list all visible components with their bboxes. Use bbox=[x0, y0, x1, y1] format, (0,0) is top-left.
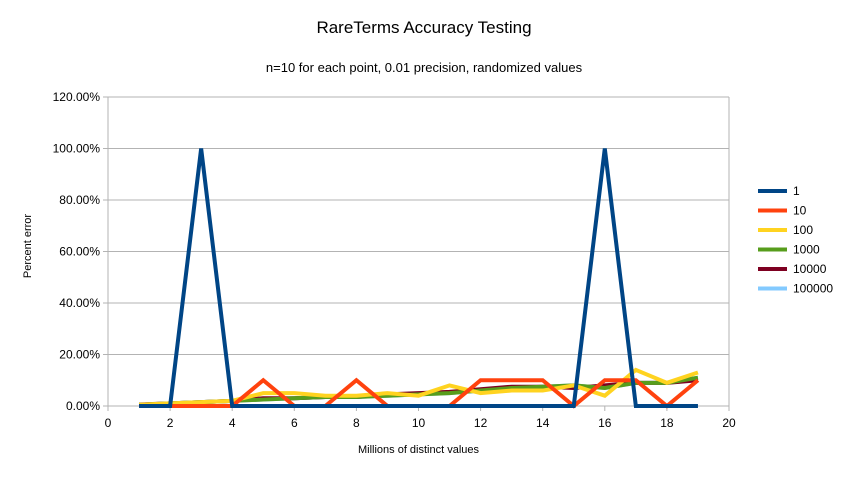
x-tick-label: 8 bbox=[353, 416, 360, 430]
y-tick-label: 0.00% bbox=[66, 399, 100, 413]
x-tick-label: 18 bbox=[660, 416, 674, 430]
x-tick-label: 0 bbox=[105, 416, 112, 430]
x-tick-label: 10 bbox=[412, 416, 426, 430]
x-tick-label: 12 bbox=[474, 416, 488, 430]
x-tick-label: 20 bbox=[722, 416, 736, 430]
x-tick-label: 4 bbox=[229, 416, 236, 430]
x-tick-label: 6 bbox=[291, 416, 298, 430]
legend-label-100: 100 bbox=[793, 223, 813, 237]
x-tick-label: 2 bbox=[167, 416, 174, 430]
y-tick-label: 40.00% bbox=[59, 296, 100, 310]
y-tick-label: 60.00% bbox=[59, 245, 100, 259]
chart-subtitle: n=10 for each point, 0.01 precision, ran… bbox=[265, 60, 583, 75]
x-axis-label: Millions of distinct values bbox=[357, 444, 480, 456]
x-tick-label: 14 bbox=[536, 416, 550, 430]
legend-label-1000: 1000 bbox=[793, 243, 820, 257]
legend-label-100000: 100000 bbox=[793, 282, 833, 296]
series-line-1 bbox=[139, 148, 698, 408]
y-tick-label: 120.00% bbox=[53, 90, 101, 104]
series-line-100 bbox=[138, 367, 699, 407]
chart-title: RareTerms Accuracy Testing bbox=[316, 18, 532, 37]
y-tick-label: 20.00% bbox=[59, 348, 100, 362]
legend-label-10000: 10000 bbox=[793, 262, 827, 276]
legend-label-10: 10 bbox=[793, 204, 807, 218]
y-tick-label: 100.00% bbox=[53, 142, 101, 156]
x-tick-label: 16 bbox=[598, 416, 612, 430]
legend-label-1: 1 bbox=[793, 184, 800, 198]
y-tick-label: 80.00% bbox=[59, 193, 100, 207]
